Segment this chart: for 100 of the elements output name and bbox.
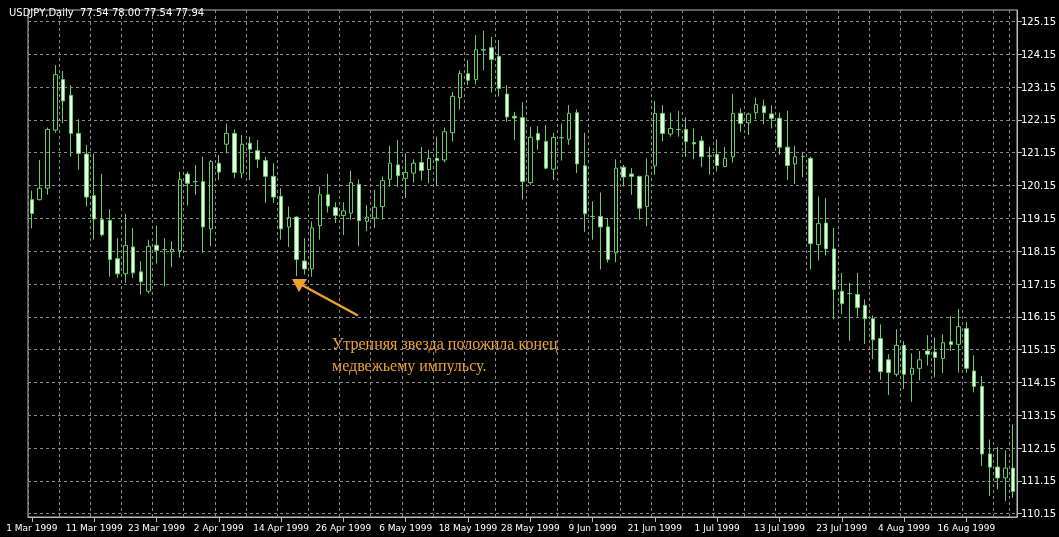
candlestick	[349, 169, 353, 221]
candlestick	[271, 162, 276, 204]
chart-title: USDJPY,Daily 77.54 78.00 77.54 77.94	[9, 6, 205, 18]
candlestick	[201, 156, 205, 254]
candlestick	[878, 323, 883, 381]
candlestick	[255, 139, 260, 169]
x-tick-label: 23 Jul 1999	[816, 522, 868, 533]
y-tick-label: 117.15	[1021, 278, 1057, 290]
candlestick	[637, 175, 642, 221]
candlestick	[715, 138, 719, 172]
candlestick	[769, 104, 774, 129]
x-tick-label: 21 Jun 1999	[627, 522, 683, 533]
candlestick	[489, 36, 494, 94]
y-tick-label: 112.15	[1021, 442, 1057, 454]
candlestick	[824, 197, 828, 256]
candlestick	[653, 100, 657, 176]
candlestick	[707, 146, 712, 176]
candlestick	[808, 156, 813, 271]
candlestick	[801, 151, 805, 178]
candlestick	[154, 225, 159, 265]
candlestick	[551, 132, 556, 181]
candlestick	[30, 189, 34, 229]
candlestick	[988, 439, 992, 497]
y-tick-label: 121.15	[1021, 147, 1057, 159]
candlestick	[372, 189, 377, 229]
candlestick	[279, 187, 283, 241]
candlestick	[37, 159, 42, 201]
candlestick	[170, 240, 174, 268]
candlestick	[668, 112, 673, 138]
candlestick	[341, 201, 346, 236]
x-tick-label: 2 Apr 1999	[193, 522, 245, 533]
candlestick	[645, 157, 649, 227]
x-tick-label: 4 Aug 1999	[878, 522, 931, 533]
candlestick	[995, 446, 1000, 490]
candlestick	[435, 136, 439, 187]
x-tick-label: 1 Mar 1999	[6, 522, 58, 533]
candlestick	[139, 260, 143, 296]
candlestick	[777, 112, 782, 156]
y-tick-label: 116.15	[1021, 311, 1057, 323]
candlestick	[676, 110, 681, 138]
candlestick	[162, 237, 167, 287]
candlestick	[310, 220, 314, 278]
candlestick	[972, 354, 976, 393]
candlestick	[863, 298, 867, 345]
candlestick	[621, 164, 626, 188]
x-tick-label: 18 May 1999	[438, 522, 498, 533]
candlestick	[442, 126, 447, 164]
candlestick	[131, 227, 135, 279]
candlestick	[762, 99, 766, 125]
candlestick	[933, 337, 937, 379]
candlestick	[193, 164, 198, 196]
candlestick	[816, 195, 821, 261]
y-tick-label: 114.15	[1021, 376, 1057, 388]
candlestick	[964, 321, 969, 374]
candlestick	[380, 175, 385, 221]
y-tick-label: 122.15	[1021, 114, 1057, 126]
candlestick	[614, 158, 618, 263]
x-tick-label: 23 Mar 1999	[127, 522, 186, 533]
candlestick	[902, 340, 906, 390]
candlestick	[474, 34, 478, 85]
candlestick	[146, 239, 151, 295]
x-tick-label: 6 May 1999	[379, 522, 433, 533]
candlestick	[894, 328, 899, 378]
candlestick	[45, 126, 50, 196]
candlestick	[224, 123, 229, 154]
y-tick-label: 118.15	[1021, 245, 1057, 257]
y-tick-label: 110.15	[1021, 508, 1057, 520]
candlestick	[240, 134, 244, 179]
candlestick	[699, 135, 704, 168]
candlestick	[92, 152, 96, 241]
candlestick	[738, 107, 743, 133]
candlestick	[450, 91, 455, 143]
candlestick	[69, 84, 73, 158]
x-tick-label: 13 Jul 1999	[754, 522, 806, 533]
candlestick	[123, 213, 128, 284]
candlestick	[847, 282, 852, 342]
candlestick	[185, 170, 190, 207]
candlestick	[840, 272, 844, 315]
candlestick	[629, 167, 634, 196]
y-tick-label: 119.15	[1021, 212, 1057, 224]
candlestick	[980, 375, 984, 467]
candlestick	[287, 206, 291, 248]
candlestick	[520, 101, 525, 201]
candlestick	[723, 146, 727, 168]
candlestick	[108, 208, 112, 278]
candlestick	[497, 39, 501, 98]
candlestick	[294, 215, 299, 277]
candlestick	[871, 315, 875, 360]
candlestick	[692, 127, 696, 160]
x-tick-label: 28 May 1999	[500, 522, 560, 533]
candlestick	[209, 159, 213, 247]
candlestick	[217, 154, 221, 181]
candlestick	[660, 104, 665, 143]
candlestick	[427, 149, 431, 184]
candlestick	[232, 128, 237, 179]
candlestick	[53, 64, 58, 134]
candlestick	[544, 124, 548, 170]
candlestick	[1003, 449, 1008, 502]
candlestick	[567, 104, 571, 146]
candlestick	[411, 158, 416, 184]
